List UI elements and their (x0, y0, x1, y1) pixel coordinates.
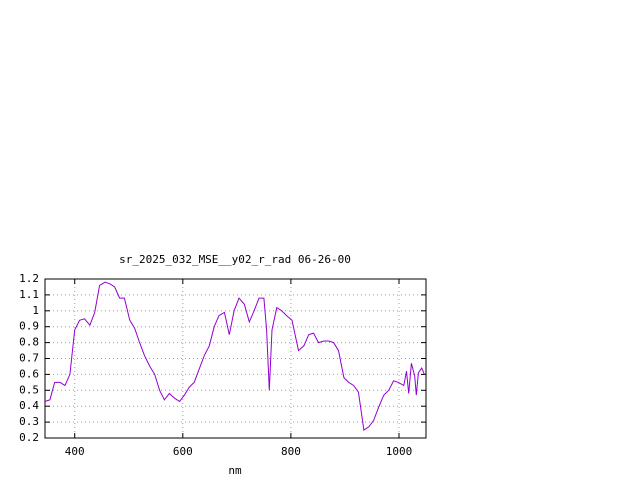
plot-border (44, 278, 427, 439)
y-tick-label: 1 (32, 304, 39, 317)
x-tick-label: 1000 (386, 445, 413, 458)
y-tick-label: 1.2 (19, 272, 39, 285)
x-tick-label: 800 (281, 445, 301, 458)
y-tick-label: 0.8 (19, 336, 39, 349)
x-tick-label: 400 (65, 445, 85, 458)
x-tick-label: 600 (173, 445, 193, 458)
x-axis-label: nm (228, 464, 242, 477)
y-tick-label: 0.9 (19, 320, 39, 333)
data-line (44, 281, 425, 431)
y-tick-label: 0.2 (19, 431, 39, 444)
y-tick-label: 0.3 (19, 415, 39, 428)
y-tick-label: 0.7 (19, 352, 39, 365)
chart-title: sr_2025_032_MSE__y02_r_rad 06-26-00 (119, 253, 351, 266)
y-tick-label: 0.6 (19, 367, 39, 380)
y-tick-label: 0.4 (19, 399, 39, 412)
y-tick-label: 0.5 (19, 383, 39, 396)
y-tick-label: 1.1 (19, 288, 39, 301)
